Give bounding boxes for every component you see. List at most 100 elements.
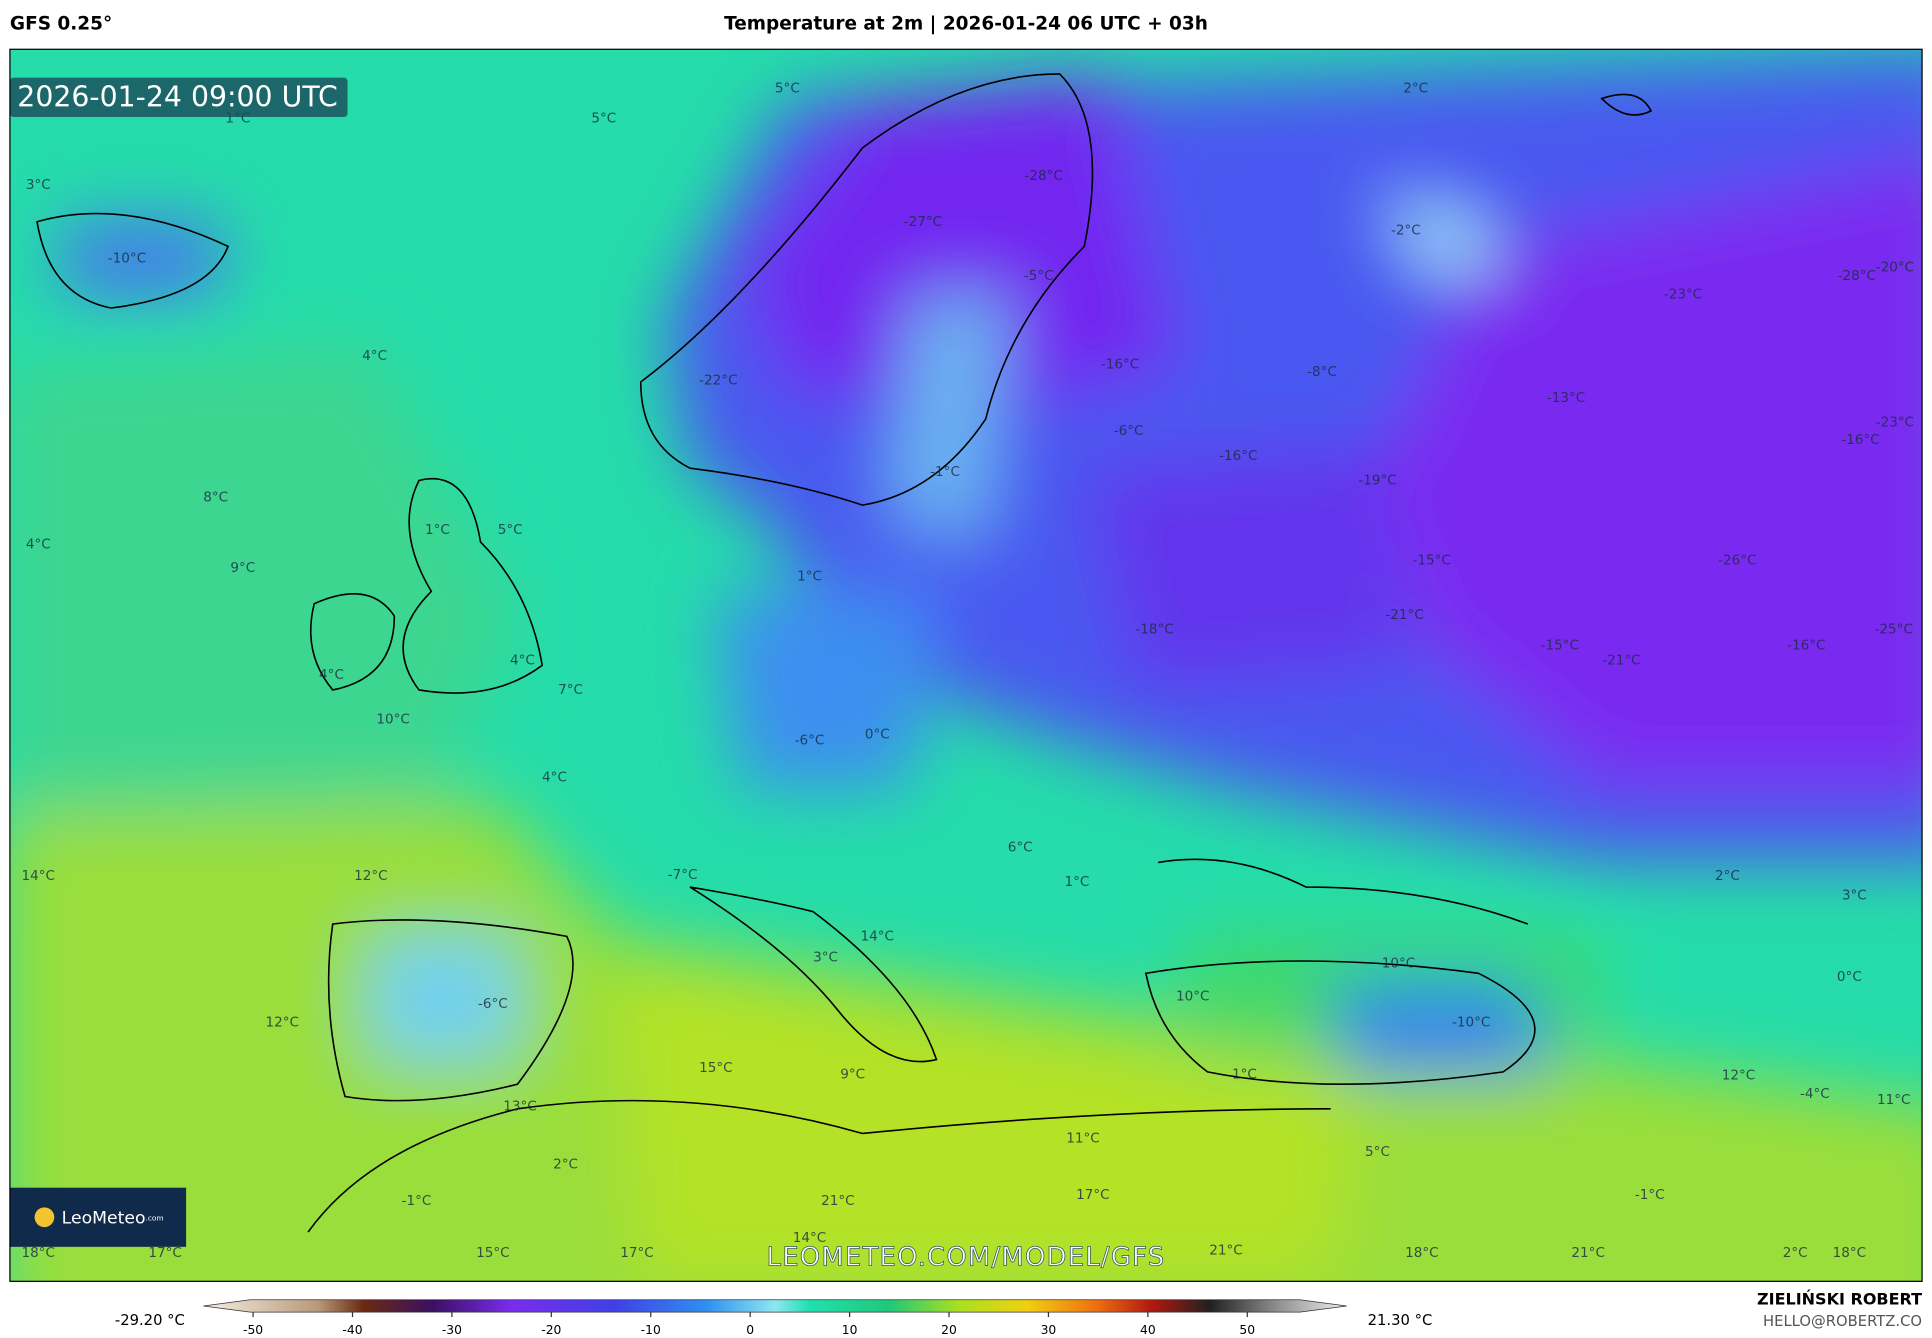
temperature-label: 12°C [354, 868, 387, 884]
model-name: GFS 0.25° [10, 14, 112, 35]
temperature-label: 9°C [230, 560, 255, 576]
temperature-label: 18°C [22, 1245, 55, 1261]
temperature-label: -5°C [1024, 268, 1054, 284]
colorbar-tick-label: -30 [442, 1323, 462, 1337]
temperature-label: 13°C [503, 1098, 536, 1114]
temperature-label: 4°C [26, 537, 51, 553]
temperature-label: 10°C [1382, 955, 1415, 971]
temperature-label: 1°C [425, 522, 450, 538]
colorbar-tick-label: 40 [1140, 1323, 1156, 1337]
temperature-label: -23°C [1876, 415, 1914, 431]
colorbar-min: -29.20 °C [115, 1312, 185, 1329]
logo-sun [34, 1207, 55, 1228]
temperature-label: 21°C [1209, 1243, 1242, 1259]
temperature-label: 21°C [821, 1193, 854, 1209]
temperature-label: -6°C [1114, 423, 1144, 439]
colorbar: -50 -40 -30 -20 -10 0 10 20 30 40 50 [203, 1299, 1347, 1337]
temperature-label: -21°C [1385, 607, 1423, 623]
temperature-label: 18°C [1833, 1245, 1866, 1261]
temperature-label: -16°C [1219, 448, 1257, 464]
temperature-label: 4°C [542, 769, 567, 785]
temperature-labels: 5°C 1°C 5°C 2°C 3°C -28°C -10°C -27°C -2°C -5°C -2… [22, 81, 1915, 1261]
colorbar-tick-label: -10 [641, 1323, 661, 1337]
temperature-label: 5°C [775, 81, 800, 97]
temperature-label: 8°C [203, 490, 228, 506]
temperature-label: 1°C [797, 569, 822, 585]
temperature-label: -16°C [1841, 432, 1879, 448]
temperature-label: 2°C [553, 1156, 578, 1172]
map: 5°C 1°C 5°C 2°C 3°C -28°C -10°C -27°C -2°C -5°C -2… [9, 49, 1923, 1282]
temperature-label: -20°C [1876, 259, 1914, 275]
temperature-label: -23°C [1664, 286, 1702, 302]
temperature-label: -16°C [1101, 357, 1139, 373]
temperature-label: -15°C [1413, 553, 1451, 569]
colorbar-tick-label: -50 [243, 1323, 263, 1337]
temperature-label: 10°C [376, 712, 409, 728]
coastlines [36, 73, 1653, 1233]
temperature-label: -22°C [699, 373, 737, 389]
temperature-label: -16°C [1787, 638, 1825, 654]
temperature-label: 6°C [1008, 840, 1033, 856]
logo-name: LeoMeteo [62, 1208, 146, 1228]
colorbar-tick-label: 30 [1041, 1323, 1057, 1337]
temperature-label: 15°C [699, 1060, 732, 1076]
email: HELLO@ROBERTZ.CO [1763, 1313, 1922, 1330]
temperature-label: -6°C [478, 996, 508, 1012]
logo-text: LeoMeteo.com [62, 1208, 164, 1228]
temperature-label: 21°C [1571, 1245, 1604, 1261]
logo-suffix: .com [146, 1213, 164, 1222]
temperature-label: 5°C [591, 110, 616, 126]
colorbar-tick-label: -20 [541, 1323, 561, 1337]
temperature-label: 2°C [1403, 81, 1428, 97]
temperature-label: 3°C [1842, 888, 1867, 904]
temperature-label: -28°C [1838, 268, 1876, 284]
colorbar-tick-label: 50 [1239, 1323, 1255, 1337]
temperature-label: -1°C [402, 1193, 432, 1209]
temperature-label: -13°C [1547, 390, 1585, 406]
colorbar-max: 21.30 °C [1368, 1312, 1433, 1329]
temperature-label: 11°C [1877, 1092, 1910, 1108]
temperature-label: -2°C [1391, 222, 1421, 238]
temperature-label: -10°C [108, 251, 146, 267]
temperature-label: -7°C [668, 867, 698, 883]
temperature-label: -1°C [930, 464, 960, 480]
temperature-label: 17°C [1076, 1187, 1109, 1203]
temperature-label: 1°C [1232, 1066, 1257, 1082]
temperature-label: 5°C [1365, 1144, 1390, 1160]
timestamp: 2026-01-24 09:00 UTC [17, 81, 337, 114]
temperature-label: -6°C [795, 732, 825, 748]
author: ZIELIŃSKI ROBERT [1757, 1289, 1922, 1308]
temperature-label: 12°C [1722, 1068, 1755, 1084]
map-frame [9, 48, 1923, 1282]
colorbar-bar [203, 1299, 1347, 1313]
colorbar-tick-label: 10 [842, 1323, 858, 1337]
temperature-label: -26°C [1718, 553, 1756, 569]
temperature-label: 4°C [510, 652, 535, 668]
temperature-label: 10°C [1176, 989, 1209, 1005]
temperature-label: -10°C [1452, 1015, 1490, 1031]
colorbar-tick-label: -40 [342, 1323, 362, 1337]
map-title: Temperature at 2m | 2026-01-24 06 UTC + … [724, 14, 1208, 35]
temperature-label: 14°C [22, 868, 55, 884]
temperature-label: 4°C [319, 667, 344, 683]
temperature-label: 5°C [498, 522, 523, 538]
colorbar-tick-label: 20 [941, 1323, 957, 1337]
temperature-label: -15°C [1541, 638, 1579, 654]
timestamp-box [9, 77, 348, 118]
temperature-label: 14°C [861, 928, 894, 944]
temperature-label: -8°C [1307, 364, 1337, 380]
temperature-label: 2°C [1715, 868, 1740, 884]
temperature-label: 3°C [26, 177, 51, 193]
temperature-label: -1°C [1635, 1187, 1665, 1203]
temperature-label: 2°C [1783, 1245, 1808, 1261]
temperature-label: 17°C [620, 1245, 653, 1261]
temperature-label: 15°C [476, 1245, 509, 1261]
temperature-label: 9°C [840, 1066, 865, 1082]
temperature-label: 1°C [1064, 874, 1089, 890]
temperature-label: -25°C [1875, 622, 1913, 638]
temperature-label: -28°C [1024, 168, 1062, 184]
temperature-label: 0°C [865, 726, 890, 742]
temperature-label: -27°C [904, 214, 942, 230]
